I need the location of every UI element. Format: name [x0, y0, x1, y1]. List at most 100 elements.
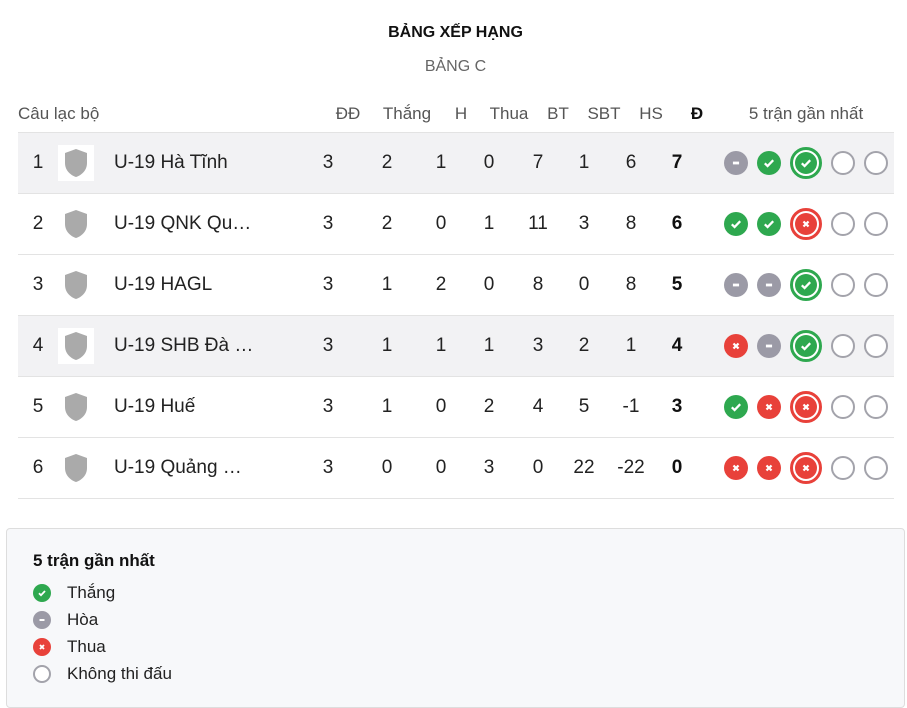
lost-cell: 2 [483, 396, 495, 417]
gd-cell: 8 [625, 213, 637, 234]
latest-win-icon[interactable] [790, 330, 822, 362]
rank: 1 [32, 152, 44, 173]
table-row[interactable]: 1 U-19 Hà Tĩnh 3 2 1 0 7 1 6 7 [18, 133, 894, 194]
ga-cell: 1 [578, 152, 590, 173]
recent-form [724, 147, 888, 179]
table-row[interactable]: 4 U-19 SHB Đà … 3 1 1 1 3 2 1 4 [18, 316, 894, 377]
legend-title: 5 trận gần nhất [33, 551, 155, 570]
legend-loss-label: Thua [67, 636, 106, 656]
drawn-cell: 0 [435, 396, 447, 417]
draw-icon[interactable] [757, 334, 781, 358]
pts-cell: 4 [671, 335, 683, 356]
rank: 4 [32, 335, 44, 356]
recent-form [724, 269, 888, 301]
ga-cell: 5 [578, 396, 590, 417]
header-drawn: H [454, 104, 468, 123]
x-icon [33, 637, 51, 656]
lost-cell: 3 [483, 457, 495, 478]
form-legend: 5 trận gần nhất Thắng Hòa Thua Không thi… [6, 528, 905, 708]
loss-icon[interactable] [724, 334, 748, 358]
legend-none: Không thi đấu [33, 660, 878, 687]
drawn-cell: 1 [435, 152, 447, 173]
win-icon[interactable] [724, 395, 748, 419]
won-cell: 0 [381, 457, 393, 478]
gd-cell: 6 [625, 152, 637, 173]
gf-cell: 7 [532, 152, 544, 173]
ga-cell: 3 [578, 213, 590, 234]
table-row[interactable]: 2 U-19 QNK Qu… 3 2 0 1 11 3 8 6 [18, 194, 894, 255]
recent-form [724, 330, 888, 362]
lost-cell: 1 [483, 335, 495, 356]
lost-cell: 0 [483, 152, 495, 173]
club-name[interactable]: U-19 Hà Tĩnh [114, 152, 228, 173]
pts-cell: 0 [671, 457, 683, 478]
not-played-icon [864, 212, 888, 236]
club-logo-shield-icon [58, 450, 94, 486]
recent-form [724, 208, 888, 240]
loss-icon[interactable] [724, 456, 748, 480]
played-cell: 3 [322, 335, 334, 356]
rank: 5 [32, 396, 44, 417]
not-played-icon [864, 273, 888, 297]
club-name[interactable]: U-19 SHB Đà … [114, 335, 254, 356]
rank: 2 [32, 213, 44, 234]
rank: 3 [32, 274, 44, 295]
gd-cell: -1 [622, 396, 640, 417]
header-club: Câu lạc bộ [18, 104, 100, 123]
latest-loss-icon[interactable] [790, 208, 822, 240]
loss-icon[interactable] [757, 456, 781, 480]
table-row[interactable]: 3 U-19 HAGL 3 1 2 0 8 0 8 5 [18, 255, 894, 316]
header-pts: Đ [690, 104, 704, 123]
recent-form [724, 391, 888, 423]
latest-win-icon[interactable] [790, 147, 822, 179]
not-played-icon [831, 456, 855, 480]
club-logo-shield-icon [58, 206, 94, 242]
win-icon[interactable] [757, 212, 781, 236]
table-row[interactable]: 5 U-19 Huế 3 1 0 2 4 5 -1 3 [18, 377, 894, 438]
win-icon[interactable] [724, 212, 748, 236]
played-cell: 3 [322, 457, 334, 478]
not-played-icon [831, 212, 855, 236]
pts-cell: 5 [671, 274, 683, 295]
win-icon[interactable] [757, 151, 781, 175]
club-name[interactable]: U-19 HAGL [114, 274, 213, 295]
draw-icon[interactable] [724, 151, 748, 175]
gf-cell: 8 [532, 274, 544, 295]
club-name[interactable]: U-19 Quảng … [114, 457, 242, 478]
gd-cell: -22 [617, 457, 645, 478]
table-row[interactable]: 6 U-19 Quảng … 3 0 0 3 0 22 -22 0 [18, 438, 894, 499]
pts-cell: 3 [671, 396, 683, 417]
legend-win-label: Thắng [67, 582, 116, 602]
pts-cell: 6 [671, 213, 683, 234]
legend-loss: Thua [33, 633, 878, 660]
not-played-icon [864, 334, 888, 358]
gf-cell: 4 [532, 396, 544, 417]
latest-loss-icon[interactable] [790, 452, 822, 484]
header-gf: BT [547, 104, 569, 123]
draw-icon[interactable] [757, 273, 781, 297]
legend-none-label: Không thi đấu [67, 663, 172, 683]
not-played-icon [864, 151, 888, 175]
club-logo-shield-icon [58, 328, 94, 364]
page-title: BẢNG XẾP HẠNG [388, 24, 523, 41]
loss-icon[interactable] [757, 395, 781, 419]
lost-cell: 0 [483, 274, 495, 295]
played-cell: 3 [322, 274, 334, 295]
not-played-icon [831, 273, 855, 297]
draw-icon[interactable] [724, 273, 748, 297]
check-icon [33, 583, 51, 602]
club-name[interactable]: U-19 QNK Qu… [114, 213, 252, 234]
latest-win-icon[interactable] [790, 269, 822, 301]
won-cell: 1 [381, 335, 393, 356]
club-name[interactable]: U-19 Huế [114, 396, 196, 417]
gd-cell: 8 [625, 274, 637, 295]
group-subtitle: BẢNG C [424, 58, 487, 75]
header-gd: HS [639, 104, 663, 123]
header-won: Thắng [382, 104, 432, 123]
ga-cell: 2 [578, 335, 590, 356]
latest-loss-icon[interactable] [790, 391, 822, 423]
not-played-icon [864, 456, 888, 480]
drawn-cell: 2 [435, 274, 447, 295]
standings-table: Câu lạc bộ ĐĐ Thắng H Thua BT SBT HS Đ 5… [18, 96, 894, 499]
won-cell: 2 [381, 213, 393, 234]
